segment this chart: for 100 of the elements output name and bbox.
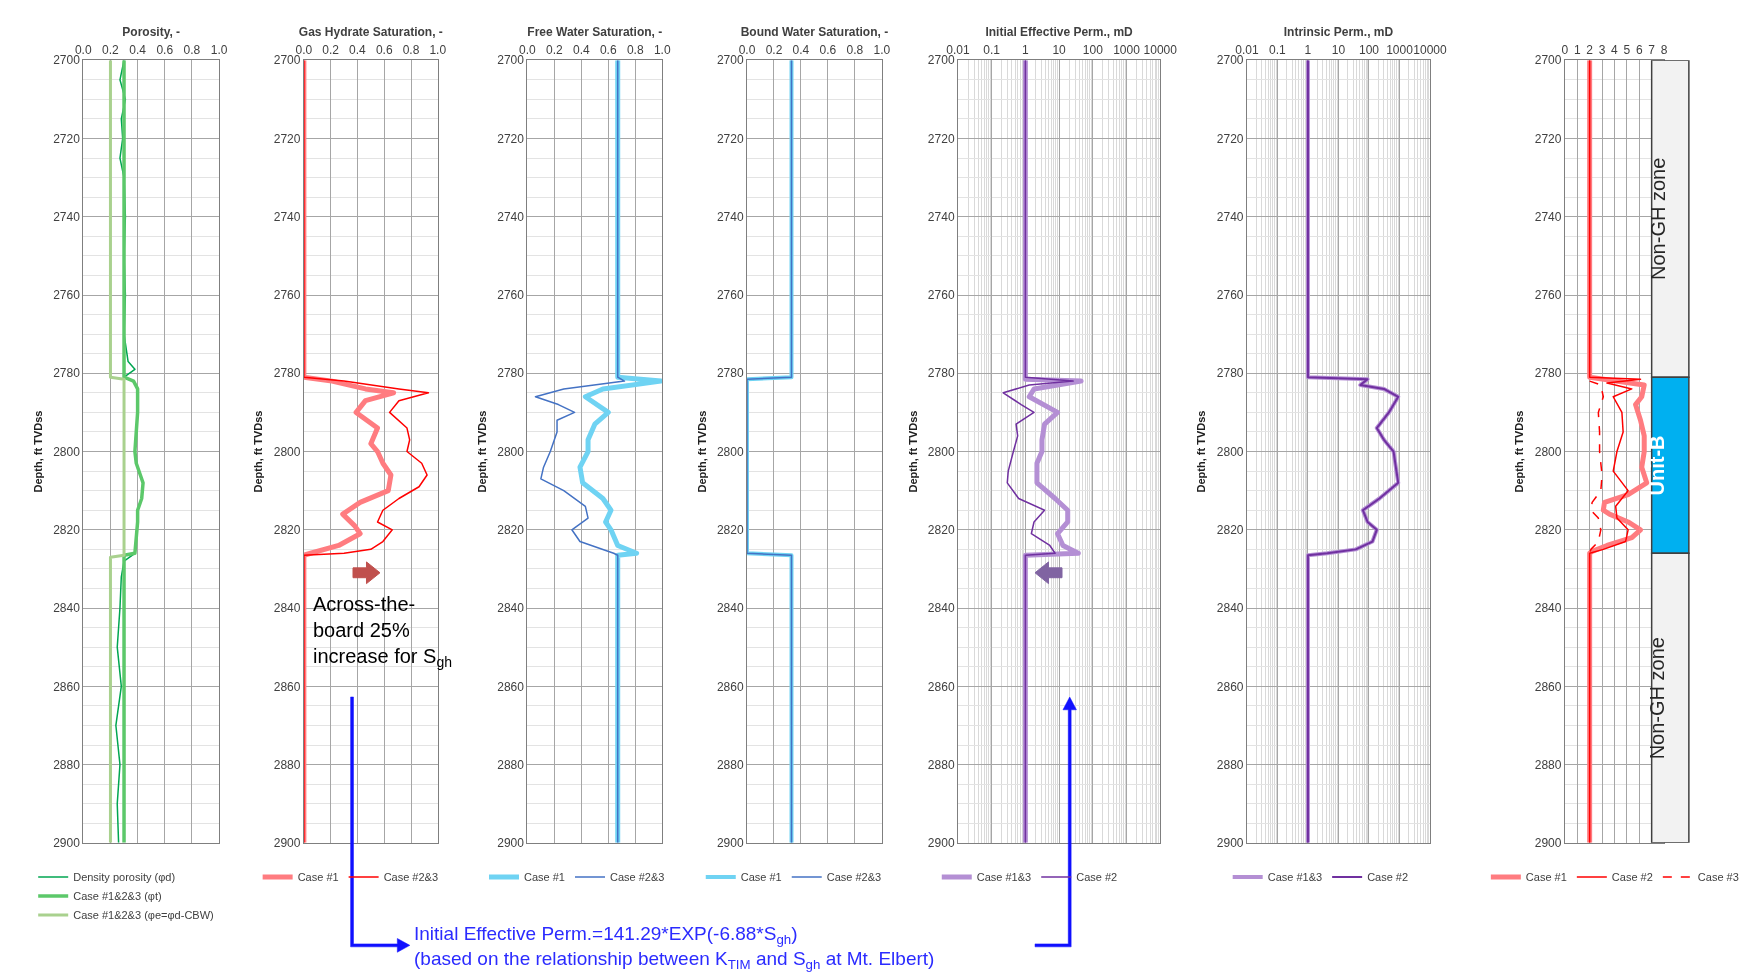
- y-tick-label: 2740: [927, 209, 955, 224]
- y-tick-label: 2900: [53, 836, 81, 851]
- y-tick-label: 2780: [927, 366, 955, 381]
- y-tick-label: 2780: [53, 366, 81, 381]
- y-tick-label: 2780: [1216, 366, 1244, 381]
- x-tick-label: 0.8: [626, 43, 644, 58]
- legend-label: Case #2: [1076, 871, 1118, 884]
- legend-label: Density porosity (φd): [73, 871, 176, 884]
- band-label: Non-GH zone: [1646, 637, 1669, 760]
- legend-label: Case #1: [1525, 871, 1567, 884]
- legend-label: Case #1: [297, 871, 339, 884]
- x-tick-label: 6: [1635, 43, 1643, 58]
- x-tick-label: 100: [1358, 43, 1380, 58]
- y-tick-label: 2840: [273, 601, 301, 616]
- y-tick-label: 2880: [53, 757, 81, 772]
- x-tick-label: 0.6: [599, 43, 617, 58]
- legend-label: Case #2: [1367, 871, 1409, 884]
- y-tick-label: 2720: [927, 131, 955, 146]
- y-tick-label: 2840: [927, 601, 955, 616]
- x-axis-title: Bound Water Saturation, -: [740, 24, 889, 39]
- y-tick-label: 2700: [927, 53, 955, 68]
- y-tick-label: 2820: [927, 523, 955, 537]
- y-tick-label: 2860: [1534, 679, 1562, 694]
- text: Initial Effective Perm.=141.29*EXP(-6.88*S$_{gh}$): [414, 923, 798, 947]
- y-tick-label: 2800: [273, 444, 301, 459]
- legend-label: Case #3: [1697, 871, 1739, 884]
- y-axis-title: Depth, ft TVDss: [906, 410, 919, 493]
- y-axis-title: Depth, ft TVDss: [475, 410, 488, 493]
- y-tick-label: 2720: [1216, 131, 1244, 146]
- y-tick-label: 2700: [1534, 53, 1562, 68]
- y-tick-label: 2800: [1216, 444, 1244, 459]
- y-tick-label: 2820: [716, 523, 744, 537]
- y-tick-label: 2760: [1534, 288, 1562, 303]
- x-axis-title: Initial Effective Perm., mD: [985, 24, 1134, 39]
- legend-label: Case #1&3: [1267, 871, 1323, 884]
- y-tick-label: 2880: [1534, 757, 1562, 772]
- legend-label: Case #2&3: [826, 871, 882, 884]
- y-tick-label: 2860: [497, 679, 525, 694]
- band-label: Non-GH zone: [1646, 157, 1669, 280]
- x-tick-label: 1.0: [429, 43, 447, 58]
- text: (based on the relationship between K$_{TIM}$ and S$_{gh}$ at Mt. Elbert): [414, 948, 935, 972]
- legend-label: Case #1: [740, 871, 782, 884]
- x-axis-title: Gas Hydrate Saturation, -: [298, 24, 443, 39]
- y-tick-label: 2760: [1216, 288, 1244, 303]
- x-tick-label: 0.6: [156, 43, 174, 58]
- y-tick-label: 2860: [53, 679, 81, 694]
- y-tick-label: 2700: [53, 53, 81, 68]
- y-axis-title: Depth, ft TVDss: [695, 410, 708, 493]
- x-tick-label: 10000: [1143, 43, 1178, 58]
- y-tick-label: 2800: [497, 444, 525, 459]
- x-tick-label: 5: [1623, 43, 1631, 58]
- y-tick-label: 2820: [1534, 523, 1562, 537]
- y-tick-label: 2900: [927, 836, 955, 851]
- x-tick-label: 0.4: [572, 43, 590, 58]
- x-tick-label: 1: [1573, 43, 1581, 58]
- x-tick-label: 10: [1052, 43, 1067, 58]
- y-tick-label: 2800: [53, 444, 81, 459]
- legend-label: Case #1&2&3 (φt): [73, 890, 162, 903]
- y-tick-label: 2820: [53, 523, 81, 537]
- y-tick-label: 2840: [53, 601, 81, 616]
- y-tick-label: 2900: [716, 836, 744, 851]
- x-tick-label: 8: [1660, 43, 1668, 58]
- x-tick-label: 1000: [1113, 43, 1141, 58]
- x-tick-label: 10: [1331, 43, 1346, 58]
- x-tick-label: 1.0: [873, 43, 891, 58]
- y-tick-label: 2840: [1216, 601, 1244, 616]
- y-tick-label: 2840: [1534, 601, 1562, 616]
- x-tick-label: 0.4: [129, 43, 147, 58]
- x-tick-label: 4: [1611, 43, 1619, 58]
- x-tick-label: 10000: [1413, 43, 1447, 58]
- x-tick-label: 0.1: [983, 43, 1001, 58]
- legend-label: Case #2: [1611, 871, 1653, 884]
- y-tick-label: 2780: [716, 366, 744, 381]
- y-axis-title: Depth, ft TVDss: [1513, 410, 1526, 493]
- y-tick-label: 2840: [716, 601, 744, 616]
- y-tick-label: 2760: [497, 288, 525, 303]
- y-tick-label: 2720: [497, 131, 525, 146]
- legend-label: Case #1&2&3 (φe=φd-CBW): [73, 909, 214, 922]
- x-tick-label: 0.2: [102, 43, 120, 58]
- x-tick-label: 2: [1586, 43, 1594, 58]
- y-tick-label: 2760: [716, 288, 744, 303]
- x-tick-label: 0.4: [349, 43, 367, 58]
- y-tick-label: 2740: [497, 209, 525, 224]
- x-tick-label: 0.1: [1269, 43, 1287, 58]
- y-tick-label: 2760: [927, 288, 955, 303]
- y-tick-label: 2900: [1534, 836, 1562, 851]
- y-axis-title: Depth, ft TVDss: [252, 410, 265, 493]
- legend-label: Case #1: [524, 871, 565, 884]
- x-tick-label: 0.2: [545, 43, 563, 58]
- x-tick-label: 1: [1022, 43, 1030, 58]
- y-tick-label: 2760: [53, 288, 81, 303]
- y-tick-label: 2880: [273, 757, 301, 772]
- x-axis-title: Porosity, -: [122, 24, 181, 39]
- legend-label: Case #1&3: [976, 871, 1032, 884]
- y-tick-label: 2740: [1534, 209, 1562, 224]
- y-tick-label: 2720: [1534, 131, 1562, 146]
- y-tick-label: 2740: [53, 209, 81, 224]
- x-tick-label: 0.2: [765, 43, 783, 58]
- x-tick-label: 3: [1598, 43, 1606, 58]
- x-tick-label: 1.0: [210, 43, 228, 58]
